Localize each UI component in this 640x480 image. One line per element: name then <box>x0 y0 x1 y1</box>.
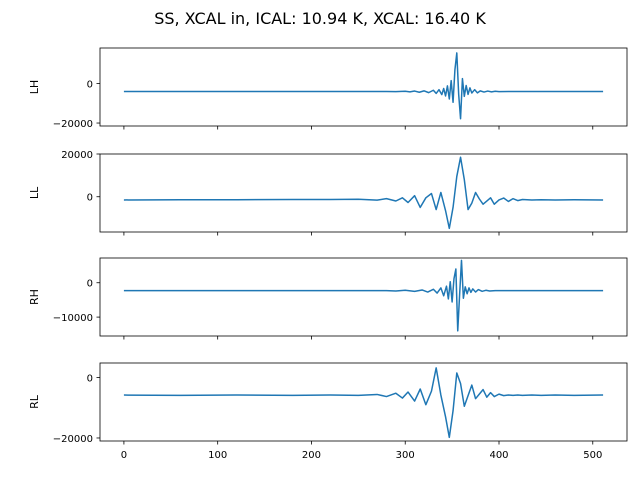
x-tick-label: 400 <box>489 450 508 461</box>
x-tick-label: 100 <box>208 450 227 461</box>
x-tick-label: 500 <box>583 450 602 461</box>
axes-frame <box>99 47 628 127</box>
x-tick-label: 300 <box>396 450 415 461</box>
series-line-rl <box>123 367 604 439</box>
series-line-rh <box>123 259 604 332</box>
axes-frame <box>99 362 628 442</box>
axes-frame <box>99 257 628 337</box>
subplot-rl: 0 −20000 0 100 200 300 400 500 RL <box>28 362 628 461</box>
axes-frame <box>99 153 628 233</box>
y-tick-label: −20000 <box>53 119 93 130</box>
subplot-lh: 0 −20000 LH <box>28 47 628 130</box>
y-tick-label: 0 <box>87 374 93 385</box>
series-line-ll <box>123 156 604 230</box>
x-tick-label: 0 <box>121 450 127 461</box>
x-tick-label: 200 <box>302 450 321 461</box>
y-tick-label: 0 <box>87 279 93 290</box>
y-tick-label: 20000 <box>61 150 93 161</box>
y-tick-label: −10000 <box>53 313 93 324</box>
y-tick-label: 0 <box>87 193 93 204</box>
y-axis-label: LH <box>28 80 41 94</box>
y-tick-label: 0 <box>87 80 93 91</box>
subplot-ll: 0 20000 LL <box>28 150 628 236</box>
series-line-lh <box>123 52 604 120</box>
y-axis-label: RL <box>28 394 41 409</box>
y-tick-label: −20000 <box>53 434 93 445</box>
subplots: 0 −20000 LH 0 20000 LL 0 −10000 RH 0 −20000 0 100 200… <box>28 47 628 461</box>
figure-title: SS, XCAL in, ICAL: 10.94 K, XCAL: 16.40 … <box>154 9 486 28</box>
subplot-rh: 0 −10000 RH <box>28 257 628 340</box>
y-axis-label: RH <box>28 289 41 305</box>
y-axis-label: LL <box>28 186 41 199</box>
